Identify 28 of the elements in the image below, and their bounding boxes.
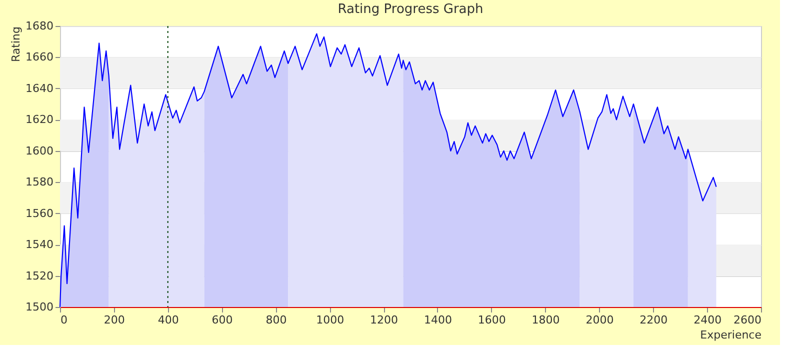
chart-title: Rating Progress Graph xyxy=(338,2,484,17)
y-tick-label: 1620 xyxy=(26,113,54,126)
x-tick-label: 1800 xyxy=(532,314,560,326)
y-tick-label: 1680 xyxy=(26,20,54,32)
x-tick-label: 2000 xyxy=(586,314,614,326)
x-axis-title: Experience xyxy=(700,328,762,342)
x-tick-label: 400 xyxy=(158,314,179,326)
x-tick-label: 1600 xyxy=(478,314,506,326)
line-series xyxy=(59,33,717,308)
x-tick-label: 600 xyxy=(212,314,233,326)
y-tick-label: 1520 xyxy=(26,269,54,282)
x-tick-label: 2400 xyxy=(694,314,722,326)
y-tick-label: 1560 xyxy=(26,206,54,220)
x-tick-label: 1200 xyxy=(370,314,398,326)
y-tick-label: 1660 xyxy=(26,50,54,64)
y-tick-label: 1500 xyxy=(26,300,54,314)
y-tick-label: 1640 xyxy=(26,82,54,95)
x-tick-label: 1400 xyxy=(424,314,452,326)
y-axis-title: Rating xyxy=(10,26,23,62)
x-tick-label: 2200 xyxy=(640,314,668,326)
x-tick-label: 200 xyxy=(104,314,125,326)
y-tick-label: 1580 xyxy=(26,176,54,189)
y-tick-label: 1540 xyxy=(26,238,54,252)
y-tick-label: 1600 xyxy=(26,144,54,158)
x-tick-label: 800 xyxy=(266,314,287,326)
x-tick-label: 0 xyxy=(60,314,68,326)
x-tick-label: 2600 xyxy=(734,314,762,326)
x-tick-label: 1000 xyxy=(316,314,344,326)
